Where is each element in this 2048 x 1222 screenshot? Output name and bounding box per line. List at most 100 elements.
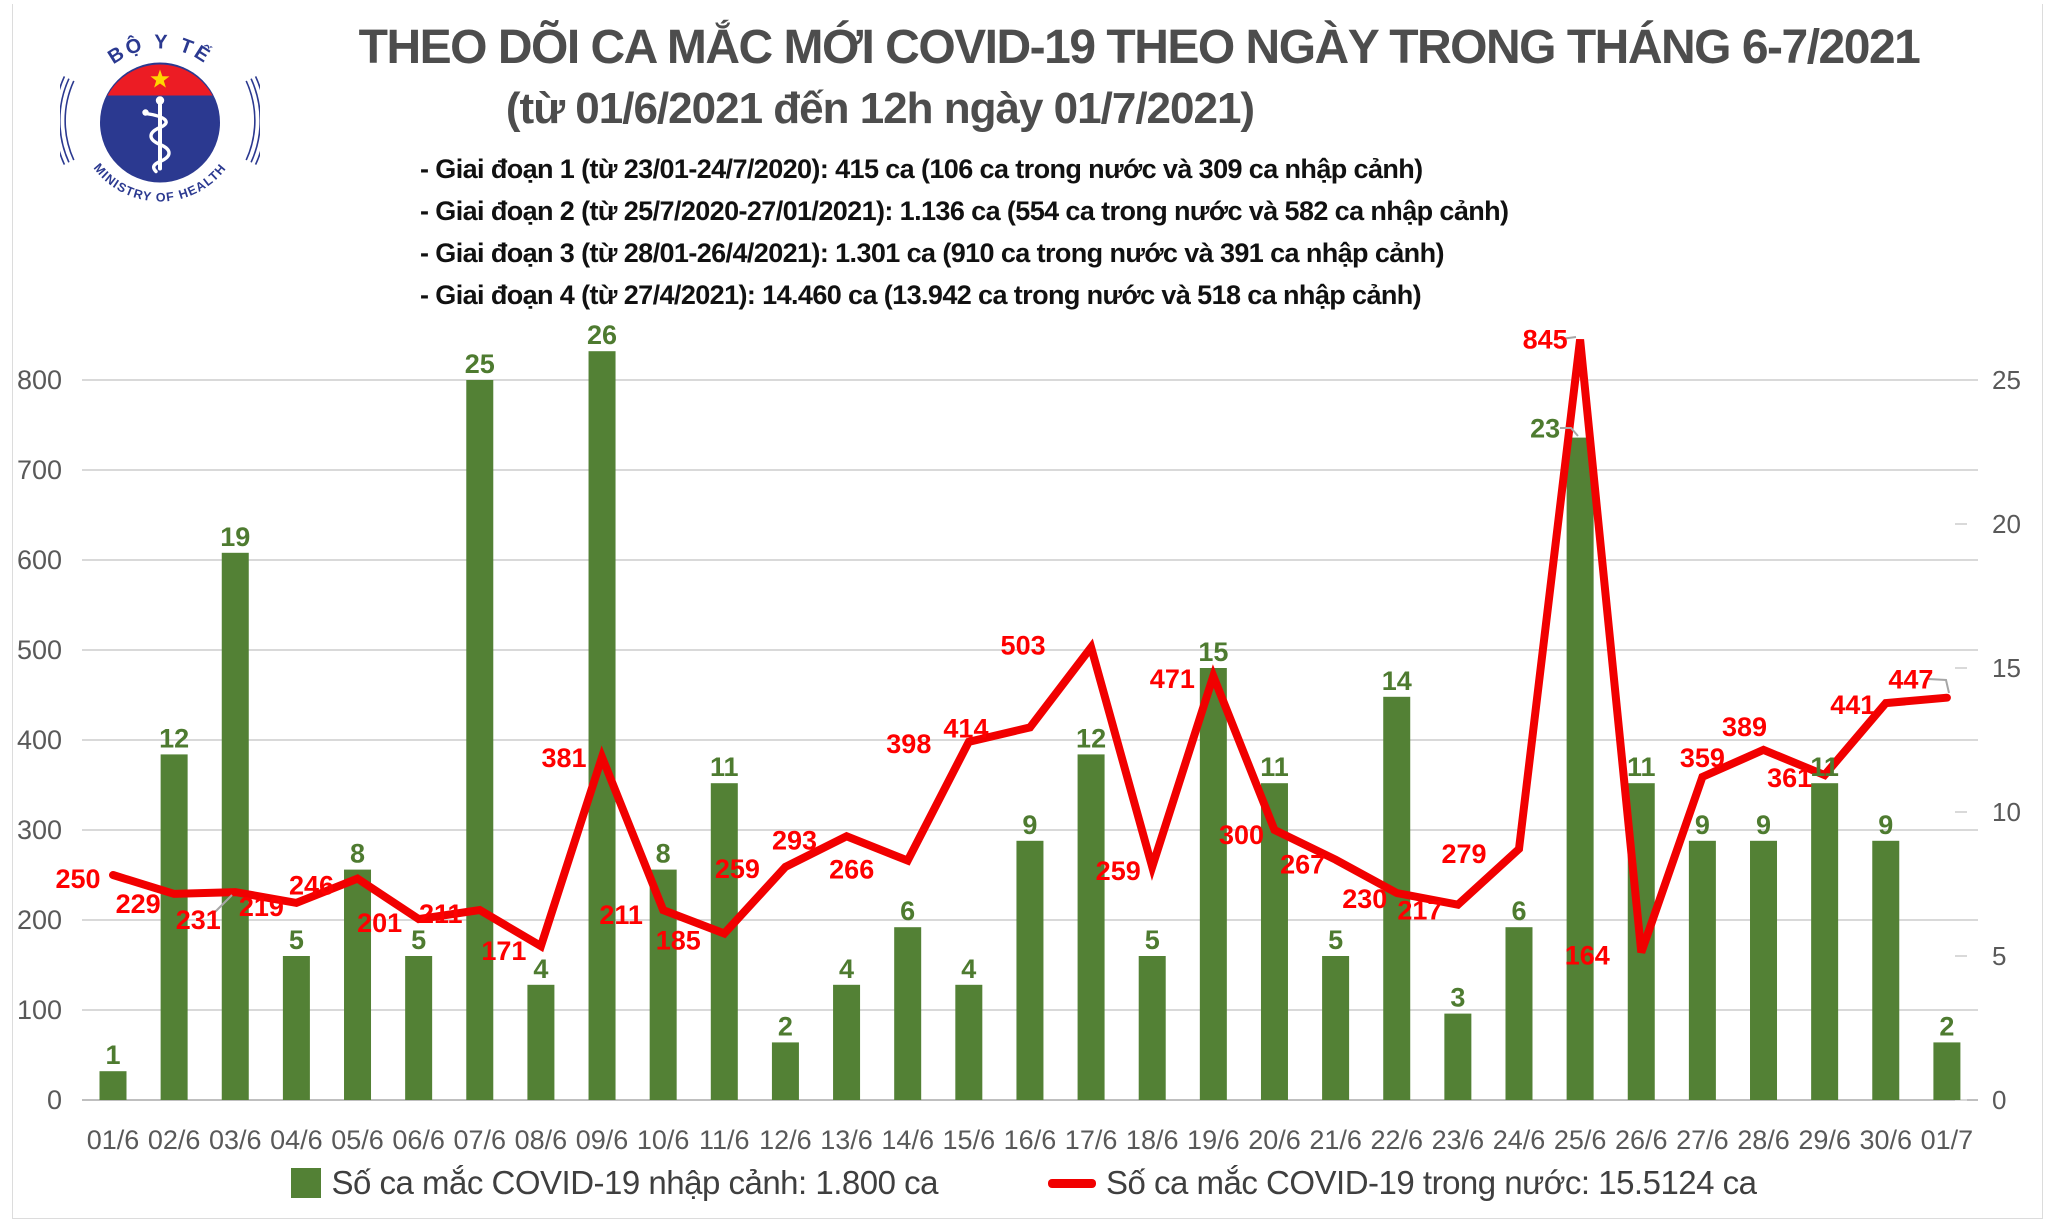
bar-05/6 xyxy=(344,869,372,1100)
line-label-21/6: 267 xyxy=(1280,850,1325,880)
line-label-09/6: 381 xyxy=(542,743,587,773)
x-axis-tick-18/6: 18/6 xyxy=(1126,1125,1179,1155)
leader-23 xyxy=(1560,427,1579,437)
bar-16/6 xyxy=(1016,840,1044,1100)
line-label-29/6: 361 xyxy=(1767,763,1812,793)
left-axis-tick-0: 0 xyxy=(47,1085,62,1115)
logo-star-icon xyxy=(150,69,170,88)
bar-09/6 xyxy=(588,351,616,1100)
line-label-15/6: 398 xyxy=(886,729,931,759)
x-axis-tick-10/6: 10/6 xyxy=(637,1125,690,1155)
x-axis-tick-19/6: 19/6 xyxy=(1187,1125,1240,1155)
line-label-01/7: 447 xyxy=(1888,665,1933,695)
bar-30/6 xyxy=(1872,840,1900,1100)
left-axis-tick-700: 700 xyxy=(17,455,62,485)
page-subtitle: (từ 01/6/2021 đến 12h ngày 01/7/2021) xyxy=(505,84,1255,133)
legend-label-domestic: Số ca mắc COVID-19 trong nước: 15.5124 c… xyxy=(1105,1164,1757,1201)
x-axis-labels: 01/6 02/6 03/6 04/6 05/6 06/6 07/6 08/6 09/6 10/6… xyxy=(87,1125,1973,1155)
bar-07/6 xyxy=(466,380,494,1100)
line-label-11/6: 185 xyxy=(656,926,701,956)
bar-label-25/6: 23 xyxy=(1530,414,1560,444)
bar-19/6 xyxy=(1199,668,1227,1100)
bar-12/6 xyxy=(771,1042,799,1100)
right-axis-tick-0: 0 xyxy=(1992,1085,2006,1115)
line-label-14/6: 266 xyxy=(829,855,874,885)
bar-label-15/6: 4 xyxy=(961,954,976,984)
bar-label-07/6: 25 xyxy=(465,349,495,379)
bar-08/6 xyxy=(527,984,555,1100)
bar-01/6 xyxy=(99,1071,127,1100)
bar-06/6 xyxy=(405,956,433,1100)
bar-label-27/6: 9 xyxy=(1695,810,1710,840)
leader-845 xyxy=(1560,336,1577,340)
bar-02/6 xyxy=(160,754,188,1100)
line-label-24/6: 279 xyxy=(1441,839,1486,869)
right-axis-tick-20: 20 xyxy=(1992,509,2021,539)
line-label-03/6: 231 xyxy=(176,905,221,935)
bar-label-12/6: 2 xyxy=(778,1011,793,1041)
imported-cases-bars xyxy=(99,351,1961,1101)
bar-01/7 xyxy=(1933,1042,1961,1100)
bar-label-21/6: 5 xyxy=(1328,925,1343,955)
label-leader-lines xyxy=(213,336,1950,914)
bar-label-08/6: 4 xyxy=(533,954,548,984)
bar-label-13/6: 4 xyxy=(839,954,854,984)
line-label-22/6: 230 xyxy=(1342,884,1387,914)
x-axis-tick-16/6: 16/6 xyxy=(1004,1125,1057,1155)
x-axis-tick-06/6: 06/6 xyxy=(392,1125,445,1155)
x-axis-tick-17/6: 17/6 xyxy=(1065,1125,1118,1155)
x-axis-tick-25/6: 25/6 xyxy=(1554,1125,1607,1155)
bar-label-16/6: 9 xyxy=(1022,810,1037,840)
x-axis-tick-08/6: 08/6 xyxy=(515,1125,568,1155)
line-label-06/6: 201 xyxy=(357,908,402,938)
phase-2-line: - Giai đoạn 2 (từ 25/7/2020-27/01/2021):… xyxy=(420,196,1509,226)
bar-23/6 xyxy=(1444,1013,1472,1100)
bar-18/6 xyxy=(1138,956,1166,1100)
bar-29/6 xyxy=(1811,783,1839,1100)
phase-4-line: - Giai đoạn 4 (từ 27/4/2021): 14.460 ca … xyxy=(420,280,1422,310)
line-label-10/6: 211 xyxy=(599,900,643,930)
bar-label-17/6: 12 xyxy=(1076,723,1106,753)
bar-03/6 xyxy=(221,552,249,1100)
ministry-of-health-logo: BỘ Y TẾ MINISTRY OF HEALTH xyxy=(60,31,260,205)
bar-24/6 xyxy=(1505,927,1533,1100)
bar-label-11/6: 11 xyxy=(710,752,739,782)
bar-label-01/6: 1 xyxy=(105,1040,120,1070)
line-label-18/6: 259 xyxy=(1096,856,1141,886)
bar-17/6 xyxy=(1077,754,1105,1100)
x-axis-tick-28/6: 28/6 xyxy=(1737,1125,1790,1155)
bar-label-02/6: 12 xyxy=(159,723,189,753)
line-label-30/6: 441 xyxy=(1830,690,1875,720)
x-axis-tick-22/6: 22/6 xyxy=(1370,1125,1423,1155)
page-title: THEO DÕI CA MẮC MỚI COVID-19 THEO NGÀY T… xyxy=(358,21,1921,74)
x-axis-tick-21/6: 21/6 xyxy=(1309,1125,1362,1155)
phase-summary-list: - Giai đoạn 1 (từ 23/01-24/7/2020): 415 … xyxy=(420,148,1509,316)
x-axis-tick-02/6: 02/6 xyxy=(148,1125,201,1155)
line-label-27/6: 359 xyxy=(1680,743,1725,773)
x-axis-tick-15/6: 15/6 xyxy=(943,1125,996,1155)
line-label-12/6: 259 xyxy=(715,854,760,884)
bar-14/6 xyxy=(894,927,922,1100)
line-label-08/6: 171 xyxy=(481,936,526,966)
left-axis-tick-600: 600 xyxy=(17,545,62,575)
line-label-07/6: 211 xyxy=(419,899,463,929)
bar-label-01/7: 2 xyxy=(1939,1011,1954,1041)
line-label-28/6: 389 xyxy=(1722,712,1767,742)
phase-3-line: - Giai đoạn 3 (từ 28/01-26/4/2021): 1.30… xyxy=(420,238,1444,268)
line-label-16/6: 414 xyxy=(943,713,988,743)
left-axis-tick-800: 800 xyxy=(17,365,62,395)
x-axis-tick-29/6: 29/6 xyxy=(1798,1125,1851,1155)
right-axis: 0 5 10 15 20 25 xyxy=(1955,365,2021,1115)
line-label-20/6: 300 xyxy=(1219,820,1264,850)
line-label-05/6: 246 xyxy=(289,871,334,901)
x-axis-tick-03/6: 03/6 xyxy=(209,1125,262,1155)
x-axis-tick-14/6: 14/6 xyxy=(881,1125,934,1155)
line-label-19/6: 471 xyxy=(1150,664,1195,694)
bar-label-20/6: 11 xyxy=(1260,752,1289,782)
bar-label-22/6: 14 xyxy=(1382,666,1412,696)
bar-21/6 xyxy=(1322,956,1350,1100)
